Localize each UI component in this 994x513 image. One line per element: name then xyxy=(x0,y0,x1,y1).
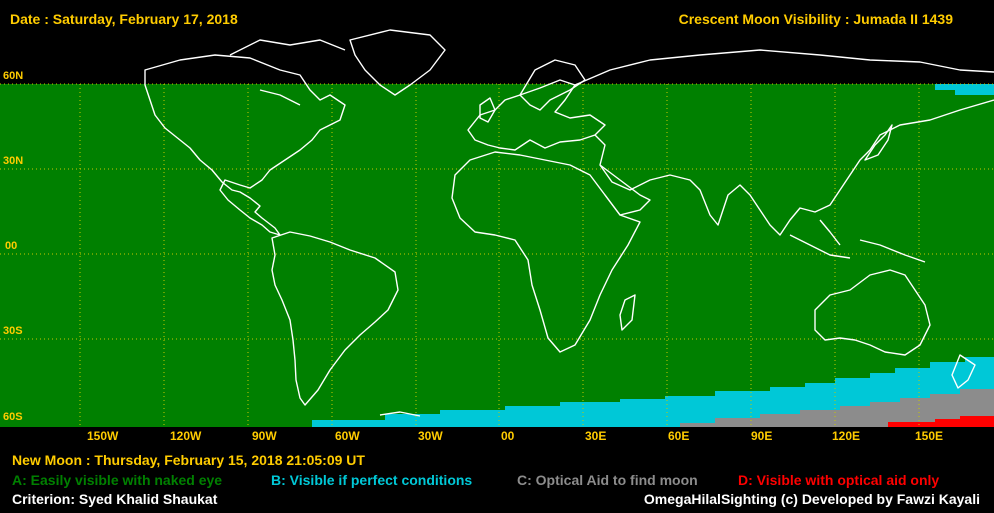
lon-label-30w: 30W xyxy=(418,429,443,443)
legend-c: C: Optical Aid to find moon xyxy=(517,472,698,488)
legend-d: D: Visible with optical aid only xyxy=(738,472,940,488)
map-title: Crescent Moon Visibility : Jumada II 143… xyxy=(678,11,953,27)
lon-label-00: 00 xyxy=(501,429,515,443)
arctic-islands-coast xyxy=(229,39,346,106)
lon-label-150w: 150W xyxy=(87,429,119,443)
asia-coast xyxy=(574,49,994,236)
scandinavia-coast xyxy=(519,59,586,111)
lon-label-60e: 60E xyxy=(668,429,690,443)
new-zealand-coast xyxy=(951,354,976,389)
north-america-coast xyxy=(144,54,346,236)
lat-label-30s: 30S xyxy=(3,325,23,337)
lon-label-90w: 90W xyxy=(252,429,277,443)
legend-a: A: Easily visible with naked eye xyxy=(12,472,223,488)
lon-label-30e: 30E xyxy=(585,429,607,443)
british-isles-coast xyxy=(479,97,496,123)
antarctica-coast xyxy=(379,411,421,417)
lat-label-60n: 60N xyxy=(3,70,24,82)
australia-coast xyxy=(814,269,931,356)
zone-c-area xyxy=(680,389,994,427)
credit-label: OmegaHilalSighting (c) Developed by Fawz… xyxy=(643,491,980,507)
japan-coast xyxy=(864,124,893,161)
coastlines xyxy=(144,29,994,417)
south-america-coast xyxy=(271,231,399,406)
lat-label-30n: 30N xyxy=(3,155,24,167)
lat-label-00: 00 xyxy=(5,240,18,252)
madagascar-coast xyxy=(619,294,636,331)
arabia-coast xyxy=(599,164,651,216)
lon-label-60w: 60W xyxy=(335,429,360,443)
criterion-label: Criterion: Syed Khalid Shaukat xyxy=(12,491,218,507)
greenland-coast xyxy=(349,29,446,96)
zone-b-area xyxy=(312,357,994,427)
lon-label-90e: 90E xyxy=(751,429,773,443)
zone-d-area xyxy=(888,416,994,427)
lon-label-120w: 120W xyxy=(170,429,202,443)
lon-label-120e: 120E xyxy=(832,429,861,443)
legend-b: B: Visible if perfect conditions xyxy=(271,472,473,488)
zone-b-north-area xyxy=(935,84,994,95)
africa-coast xyxy=(451,151,641,353)
zone-a-area xyxy=(0,84,994,427)
new-moon-label: New Moon : Thursday, February 15, 2018 2… xyxy=(12,452,365,468)
lon-label-150e: 150E xyxy=(915,429,944,443)
indonesia-coast xyxy=(789,219,926,263)
europe-coast xyxy=(467,79,606,151)
lat-label-60s: 60S xyxy=(3,411,23,423)
date-label: Date : Saturday, February 17, 2018 xyxy=(10,11,238,27)
